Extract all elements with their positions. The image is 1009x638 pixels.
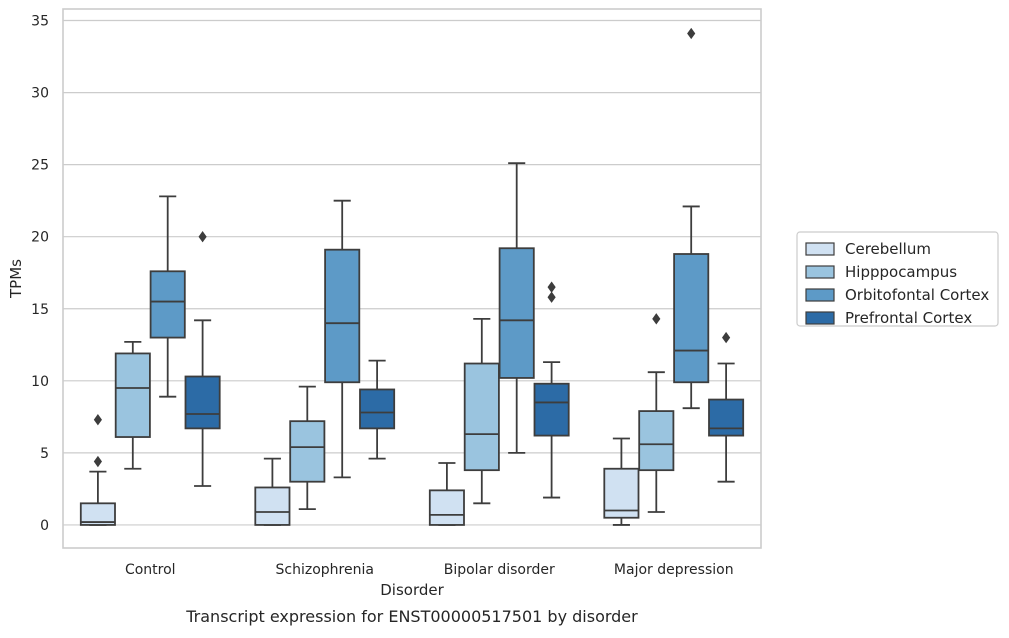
box-orbitofontal-cortex-major-depression: [673, 27, 710, 410]
box-orbitofontal-cortex-bipolar-disorder: [498, 162, 535, 454]
x-tick-label: Major depression: [614, 562, 734, 578]
iqr-box: [184, 375, 221, 430]
iqr-box: [638, 410, 675, 472]
box-orbitofontal-cortex-schizophrenia: [324, 199, 361, 479]
outlier-point: [547, 291, 556, 303]
iqr-box: [673, 253, 710, 384]
chart-caption: Transcript expression for ENST0000051750…: [185, 607, 638, 626]
iqr-box: [603, 467, 640, 519]
legend-swatch: [805, 242, 835, 256]
iqr-box: [254, 486, 291, 526]
y-tick-label: 15: [31, 302, 49, 318]
outlier-point: [722, 331, 731, 344]
box-hipppocampus-bipolar-disorder: [463, 317, 500, 505]
legend-swatch: [805, 311, 835, 325]
outlier-point: [547, 281, 556, 293]
y-tick-label: 0: [40, 518, 49, 534]
box-prefrontal-cortex-schizophrenia: [359, 359, 396, 460]
box-cerebellum-control: [79, 414, 116, 526]
iqr-box: [79, 502, 116, 526]
legend-swatch: [805, 265, 835, 279]
plot-frame: [62, 8, 762, 549]
outlier-point: [198, 231, 207, 243]
y-tick-label: 35: [31, 14, 49, 30]
iqr-box: [498, 247, 535, 379]
legend-swatch: [805, 288, 835, 302]
x-tick-labels: Control Schizophrenia Bipolar disorder Majo…: [125, 562, 734, 578]
box-layer: [79, 27, 745, 526]
outlier-point: [93, 455, 102, 468]
outlier-point: [687, 27, 696, 40]
box-orbitofontal-cortex-control: [149, 195, 186, 398]
x-tick-label: Bipolar disorder: [444, 562, 555, 578]
box-hipppocampus-control: [114, 341, 151, 470]
iqr-box: [708, 398, 745, 437]
legend-label: Orbitofontal Cortex: [845, 286, 989, 304]
legend-frame: [796, 231, 999, 327]
iqr-box: [114, 352, 151, 438]
box-cerebellum-bipolar-disorder: [428, 462, 465, 526]
outlier-point: [93, 414, 102, 426]
x-axis-title: Disorder: [380, 581, 444, 599]
y-tick-label: 25: [31, 158, 49, 174]
legend-label: Hipppocampus: [845, 263, 957, 281]
iqr-box: [324, 248, 361, 384]
box-hipppocampus-major-depression: [638, 313, 675, 513]
iqr-box: [359, 388, 396, 430]
box-cerebellum-schizophrenia: [254, 457, 291, 526]
iqr-box: [533, 382, 570, 437]
outlier-point: [652, 313, 661, 325]
legend-label: Cerebellum: [845, 240, 931, 258]
iqr-box: [428, 489, 465, 526]
y-tick-labels: 0 5 10 15 20 25 30 35: [31, 14, 49, 534]
x-tick-label: Control: [125, 562, 176, 578]
plot-border: [62, 8, 762, 549]
box-hipppocampus-schizophrenia: [289, 385, 326, 510]
box-prefrontal-cortex-major-depression: [708, 331, 745, 483]
y-axis-title: TPMs: [7, 259, 25, 299]
legend-label: Prefrontal Cortex: [845, 309, 972, 327]
iqr-box: [149, 270, 186, 339]
box-prefrontal-cortex-control: [184, 231, 221, 487]
y-tick-label: 5: [40, 446, 49, 462]
y-tick-label: 30: [31, 86, 49, 102]
iqr-box: [463, 362, 500, 472]
y-tick-label: 20: [31, 230, 49, 246]
box-cerebellum-major-depression: [603, 437, 640, 526]
box-prefrontal-cortex-bipolar-disorder: [533, 281, 570, 499]
legend: Cerebellum Hipppocampus Orbitofontal Corte…: [796, 231, 999, 327]
y-tick-label: 10: [31, 374, 49, 390]
iqr-box: [289, 420, 326, 483]
x-tick-label: Schizophrenia: [276, 562, 374, 578]
